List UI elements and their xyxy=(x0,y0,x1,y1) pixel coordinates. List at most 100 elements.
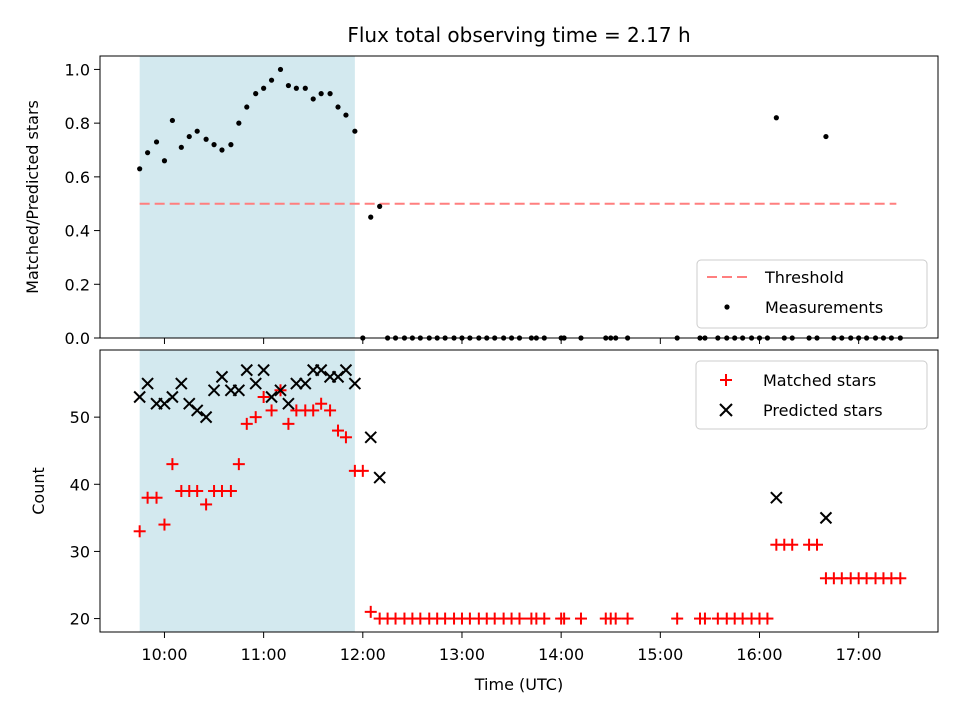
predicted-star-point xyxy=(215,370,229,384)
legend-matched-label: Matched stars xyxy=(763,371,876,390)
predicted-star-point xyxy=(190,404,204,417)
measurement-point xyxy=(228,142,234,148)
measurement-point xyxy=(169,117,175,124)
matched-star-point xyxy=(356,464,369,477)
matched-star-point xyxy=(621,612,634,625)
predicted-star-point xyxy=(373,471,386,484)
y-tick-label: 20 xyxy=(70,610,90,629)
measurement-point xyxy=(219,147,225,153)
bottom-legend: Matched stars Predicted stars xyxy=(695,360,928,430)
measurement-point xyxy=(211,142,217,148)
measurement-point xyxy=(194,128,200,134)
top-legend-box xyxy=(696,259,928,329)
y-tick-label: 0.4 xyxy=(65,222,90,241)
measurement-point xyxy=(253,91,259,97)
measurement-point xyxy=(343,112,349,118)
bottom-x-ticks: 10:00 11:00 12:00 13:00 14:00 15:00 16:00 17:00 xyxy=(141,632,882,664)
predicted-star-point xyxy=(819,511,833,525)
top-x-ticks xyxy=(163,338,860,344)
predicted-star-point xyxy=(240,363,253,377)
bottom-axes-frame xyxy=(99,349,939,633)
measurement-point xyxy=(186,133,192,140)
matched-star-point xyxy=(265,404,278,417)
matched-star-point xyxy=(671,612,684,625)
x-tick-label: 15:00 xyxy=(637,645,683,664)
chart-title: Flux total observing time = 2.17 h xyxy=(347,23,690,47)
matched-star-point xyxy=(315,397,328,410)
top-axes-frame xyxy=(99,55,939,339)
predicted-star-point xyxy=(314,363,328,377)
y-tick-label: 0.8 xyxy=(65,114,90,133)
matched-star-point xyxy=(698,612,711,625)
legend-measurements-label: Measurements xyxy=(765,298,883,317)
predicted-star-point xyxy=(133,390,146,404)
measurement-point xyxy=(327,91,333,97)
matched-star-point xyxy=(609,612,622,625)
measurement-point xyxy=(302,85,308,91)
predicted-star-point xyxy=(348,377,362,390)
measurement-point xyxy=(161,158,168,164)
matched-star-point xyxy=(558,612,571,625)
predicted-star-point xyxy=(339,363,353,377)
predicted-star-point xyxy=(199,410,213,424)
x-tick-label: 11:00 xyxy=(241,645,287,664)
matched-star-point xyxy=(364,605,377,618)
measurement-point xyxy=(236,120,242,126)
measurement-point xyxy=(377,203,383,209)
measurement-point xyxy=(318,91,324,97)
x-tick-label: 14:00 xyxy=(538,645,584,664)
measurement-point xyxy=(352,128,358,134)
predicted-star-point xyxy=(141,377,154,390)
measurement-point xyxy=(153,139,160,145)
top-legend: Threshold Measurements xyxy=(696,259,928,329)
matched-star-point xyxy=(232,458,245,471)
y-tick-label: 40 xyxy=(70,475,90,494)
top-y-ticks: 0.0 0.2 0.4 0.6 0.8 1.0 xyxy=(65,60,100,348)
legend-threshold-label: Threshold xyxy=(764,268,844,287)
matched-star-point xyxy=(133,525,146,538)
predicted-star-point xyxy=(274,384,287,397)
matched-star-point xyxy=(200,498,213,511)
matched-star-point xyxy=(332,424,345,437)
matched-star-point xyxy=(249,411,262,424)
measurement-point xyxy=(368,214,374,220)
predicted-star-point xyxy=(175,377,188,390)
x-axis-label: Time (UTC) xyxy=(474,675,563,694)
measurement-point xyxy=(285,82,292,89)
matched-star-point xyxy=(761,612,774,625)
y-tick-label: 0.2 xyxy=(65,275,90,294)
matched-star-point xyxy=(894,572,907,585)
y-tick-label: 50 xyxy=(70,408,90,427)
top-panel: Flux total observing time = 2.17 h 0.00.… xyxy=(23,23,939,348)
bottom-legend-box xyxy=(695,360,928,430)
matched-star-point xyxy=(538,612,551,625)
bottom-y-axis-label: Count xyxy=(29,467,48,515)
x-tick-label: 10:00 xyxy=(141,645,187,664)
predicted-star-point xyxy=(232,384,246,397)
matched-star-point xyxy=(513,612,526,625)
bottom-shaded-span xyxy=(139,350,355,632)
x-tick-label: 13:00 xyxy=(439,645,485,664)
predicted-star-point xyxy=(364,431,377,444)
measurement-point xyxy=(203,136,209,142)
matched-star-point xyxy=(224,485,237,497)
measurement-point xyxy=(277,66,284,73)
measurement-point xyxy=(137,166,143,172)
y-tick-label: 1.0 xyxy=(65,60,90,79)
legend-predicted-label: Predicted stars xyxy=(763,401,883,420)
legend-matched-swatch xyxy=(720,374,732,386)
predicted-star-point xyxy=(249,377,262,390)
measurement-point xyxy=(145,150,151,156)
x-tick-label: 17:00 xyxy=(836,645,882,664)
measurement-point xyxy=(823,133,829,140)
predicted-stars-series xyxy=(133,363,833,525)
predicted-star-point xyxy=(207,384,221,397)
predicted-star-point xyxy=(166,390,179,404)
measurement-point xyxy=(261,85,267,91)
matched-star-point xyxy=(150,491,163,504)
matched-star-point xyxy=(257,391,270,403)
matched-star-point xyxy=(166,458,179,471)
measurement-point xyxy=(178,144,184,150)
